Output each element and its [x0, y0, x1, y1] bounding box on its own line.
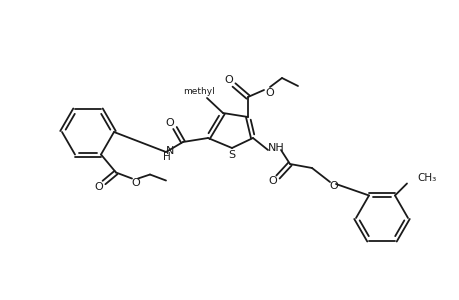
Text: O: O: [265, 88, 274, 98]
Text: N: N: [165, 146, 174, 156]
Text: H: H: [163, 152, 170, 162]
Text: O: O: [329, 181, 338, 191]
Text: O: O: [95, 182, 103, 191]
Text: S: S: [228, 150, 235, 160]
Text: O: O: [165, 118, 174, 128]
Text: NH: NH: [267, 143, 284, 153]
Text: CH₃: CH₃: [416, 173, 435, 184]
Text: O: O: [131, 178, 140, 188]
Text: O: O: [268, 176, 277, 186]
Text: O: O: [224, 75, 233, 85]
Text: methyl: methyl: [183, 86, 214, 95]
